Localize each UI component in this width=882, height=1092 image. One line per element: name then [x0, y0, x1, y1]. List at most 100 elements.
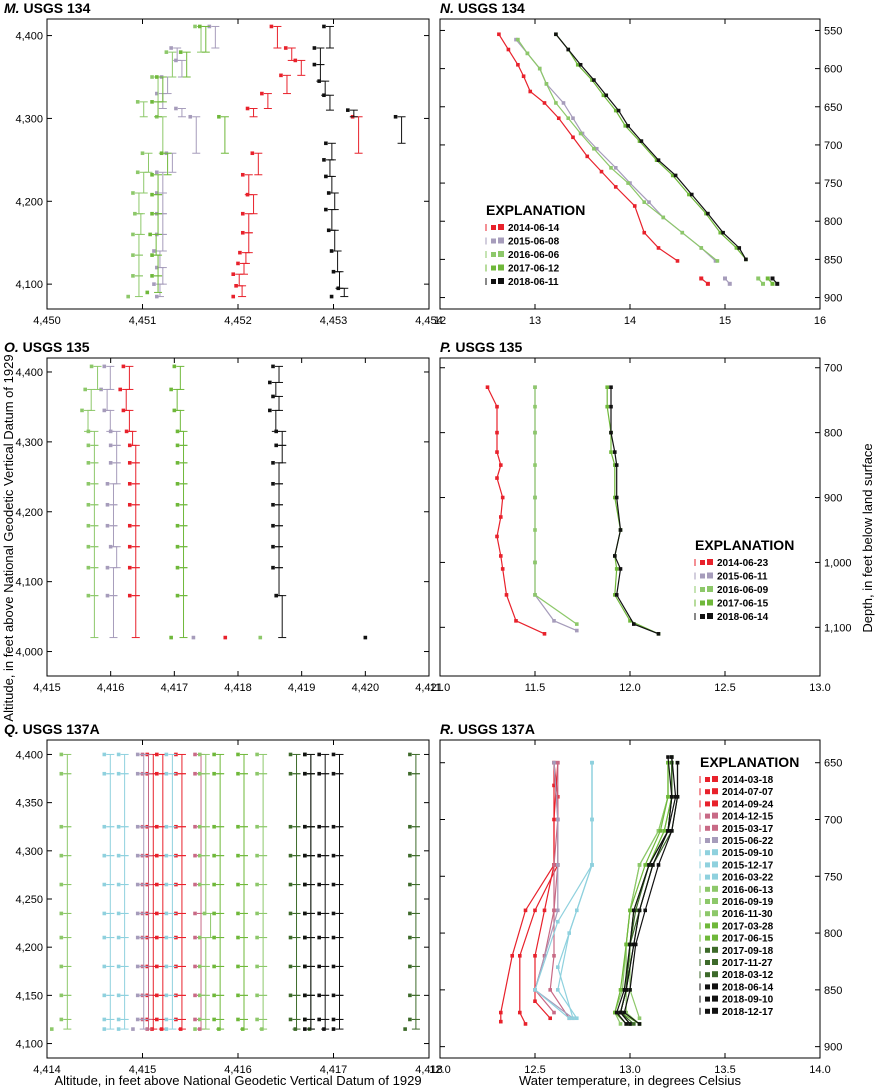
data-point	[271, 544, 275, 549]
y-tick-label: 900	[824, 293, 842, 305]
panel-O: O. USGS 135 4,415 4,416 4,417 4,418 4,419 4,42…	[4, 339, 443, 694]
legend-square-icon	[712, 946, 718, 953]
legend-square-icon	[705, 1008, 710, 1014]
data-point	[495, 404, 499, 409]
legend-square-icon	[705, 935, 710, 941]
data-point	[556, 116, 561, 121]
data-point	[164, 1027, 169, 1031]
data-point	[108, 443, 113, 448]
data-point	[198, 993, 202, 998]
data-point	[542, 632, 547, 636]
data-point	[408, 964, 412, 969]
data-point	[150, 172, 154, 177]
legend-square-icon	[705, 862, 710, 868]
x-tick-label: 4,452	[224, 315, 252, 327]
data-point	[150, 211, 154, 216]
data-point	[155, 75, 159, 79]
legend-square-icon	[498, 251, 504, 257]
data-point	[288, 1017, 293, 1022]
y-tick-label: 850	[824, 254, 842, 266]
data-point	[317, 771, 321, 776]
data-point	[198, 752, 202, 757]
data-point	[86, 523, 91, 528]
data-point	[556, 863, 560, 867]
legend-square-icon	[491, 265, 496, 271]
data-point	[613, 554, 617, 558]
y-tick-label: 4,300	[15, 437, 43, 449]
y-tick-label: 1,000	[824, 557, 852, 569]
left-axis-label: Altitude, in feet above National Geodeti…	[1, 354, 16, 721]
data-point	[193, 752, 197, 757]
data-point	[506, 47, 511, 52]
y-tick-label: 4,100	[15, 1039, 43, 1051]
data-point	[613, 185, 618, 189]
data-point	[269, 24, 274, 29]
data-point	[303, 1027, 307, 1031]
data-point	[198, 1017, 202, 1022]
data-point	[552, 908, 556, 913]
data-point	[245, 106, 250, 111]
data-point	[193, 771, 197, 776]
data-point	[236, 935, 240, 940]
data-point	[198, 824, 202, 829]
data-point	[116, 853, 121, 858]
data-point	[127, 461, 132, 465]
data-point	[245, 192, 250, 197]
data-point	[102, 911, 107, 916]
data-point	[578, 62, 583, 67]
data-point	[102, 364, 107, 369]
x-tick-label: 12.5	[714, 682, 735, 694]
data-point	[145, 290, 150, 295]
right-axis-label: Depth, in feet below land surface	[860, 443, 875, 632]
data-point	[499, 515, 503, 519]
legend-square-icon	[705, 789, 710, 795]
x-tick-label: 11.0	[430, 682, 451, 694]
data-point	[175, 443, 180, 448]
x-tick-label: 4,416	[97, 682, 125, 694]
legend-entry: 2015-03-17	[722, 824, 774, 835]
data-point	[293, 1027, 298, 1031]
series-2017-11-27	[618, 760, 680, 1026]
legend-square-icon	[705, 825, 710, 831]
legend-square-icon	[712, 959, 718, 965]
x-tick-label: 12.0	[429, 1064, 450, 1076]
data-point	[271, 502, 275, 507]
data-point	[499, 1019, 503, 1024]
data-point	[393, 114, 398, 119]
series-2018-06-11	[554, 32, 780, 286]
data-point	[274, 593, 278, 598]
data-point	[172, 364, 177, 369]
x-tick-label: 4,415	[33, 682, 61, 694]
panel-title-text: USGS 134	[20, 0, 91, 16]
series-line	[519, 762, 559, 1025]
panel-title-text: USGS 137A	[19, 721, 100, 737]
series-2015-06-22	[131, 752, 148, 1031]
data-point	[212, 964, 216, 969]
data-point	[533, 593, 537, 597]
data-point	[131, 191, 135, 195]
legend-square-icon	[700, 573, 705, 579]
data-point	[155, 853, 159, 858]
data-point	[212, 993, 216, 998]
data-point	[523, 1022, 528, 1026]
data-point	[212, 1017, 216, 1022]
data-point	[288, 911, 293, 916]
data-point	[331, 752, 336, 757]
x-tick-label: 4,416	[224, 1064, 252, 1076]
data-point	[329, 249, 334, 253]
y-tick-label: 4,400	[15, 749, 43, 761]
data-point	[592, 146, 596, 151]
x-tick-label: 4,418	[224, 682, 252, 694]
data-point	[770, 281, 775, 286]
data-point	[727, 281, 732, 286]
data-point	[86, 482, 91, 486]
data-point	[240, 1027, 245, 1031]
series-2018-06-11	[312, 24, 406, 299]
data-point	[255, 1017, 259, 1022]
legend-square-icon	[705, 813, 710, 819]
data-point	[609, 450, 613, 454]
y-tick-label: 4,400	[15, 367, 43, 379]
data-point	[127, 544, 132, 549]
data-point	[613, 495, 617, 500]
data-point	[675, 760, 680, 765]
